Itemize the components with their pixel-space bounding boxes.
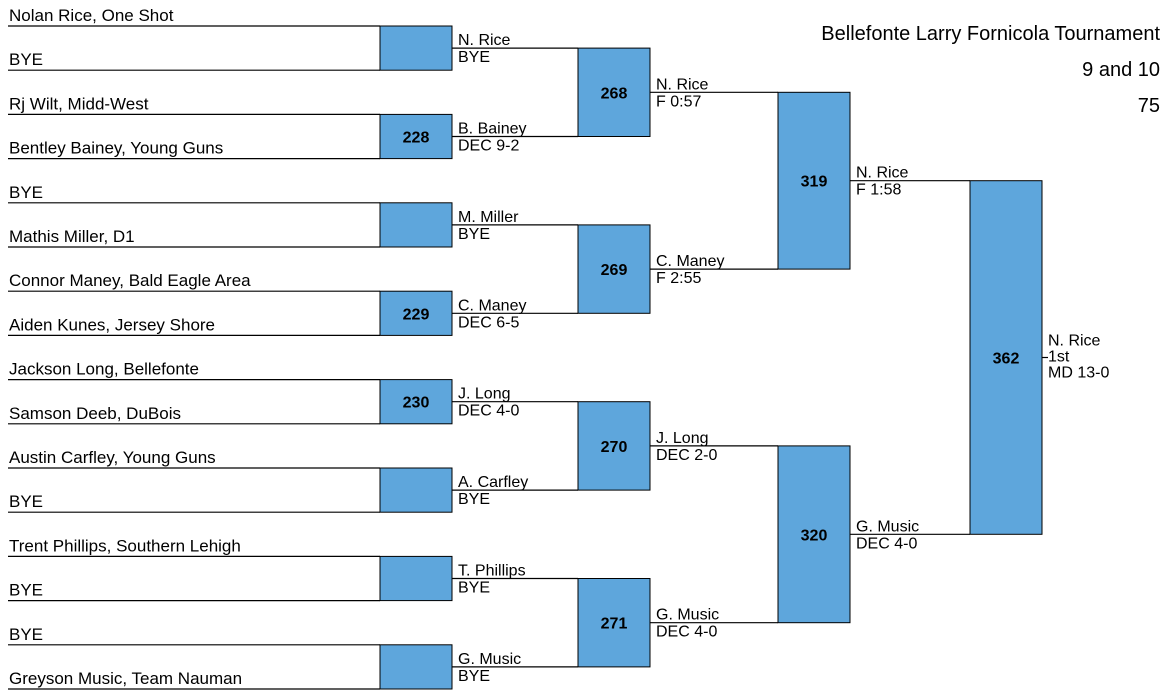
winner-name: T. Phillips bbox=[458, 563, 526, 580]
tournament-title: 75 bbox=[1138, 95, 1160, 117]
winner-name: A. Carfley bbox=[458, 474, 528, 491]
bout-result: DEC 4-0 bbox=[656, 624, 717, 641]
bout-box bbox=[969, 180, 1043, 535]
entrant-name: Trent Phillips, Southern Lehigh bbox=[9, 536, 241, 555]
bout-number: 362 bbox=[993, 351, 1020, 368]
bout-number: 271 bbox=[601, 616, 628, 633]
winner-name: G. Music bbox=[458, 651, 521, 668]
bout-result: DEC 2-0 bbox=[656, 447, 717, 464]
entrant-name: Austin Carfley, Young Guns bbox=[9, 448, 216, 467]
bout-box bbox=[379, 290, 453, 336]
tournament-title: Bellefonte Larry Fornicola Tournament bbox=[821, 23, 1160, 45]
bout-box bbox=[379, 467, 453, 513]
winner-name: N. Rice bbox=[856, 165, 909, 182]
winner-name: G. Music bbox=[656, 607, 719, 624]
bout-result: DEC 4-0 bbox=[856, 535, 917, 552]
bout-result: BYE bbox=[458, 491, 490, 508]
bout-number: 228 bbox=[403, 130, 430, 147]
tournament-title: 9 and 10 bbox=[1082, 59, 1160, 81]
winner-name: J. Long bbox=[458, 386, 510, 403]
bout-result: DEC 6-5 bbox=[458, 314, 519, 331]
bout-number: 270 bbox=[601, 439, 628, 456]
bout-result: BYE bbox=[458, 668, 490, 685]
entrant-name: BYE bbox=[9, 183, 43, 202]
bout-result: BYE bbox=[458, 226, 490, 243]
winner-name: B. Bainey bbox=[458, 121, 526, 138]
bout-box bbox=[379, 25, 453, 71]
winner-name: C. Maney bbox=[458, 297, 526, 314]
bout-number: 229 bbox=[403, 306, 430, 323]
place: 1st bbox=[1048, 349, 1070, 366]
bout-box bbox=[577, 47, 651, 137]
bout-box bbox=[379, 379, 453, 425]
winner-name: G. Music bbox=[856, 518, 919, 535]
winner-name: N. Rice bbox=[1048, 333, 1101, 350]
bout-box bbox=[577, 578, 651, 668]
bout-result: F 1:58 bbox=[856, 182, 901, 199]
bout-number: 268 bbox=[601, 85, 628, 102]
winner-name: C. Maney bbox=[656, 253, 724, 270]
bout-number: 230 bbox=[403, 395, 430, 412]
bout-box bbox=[379, 202, 453, 248]
entrant-name: BYE bbox=[9, 625, 43, 644]
winner-name: M. Miller bbox=[458, 209, 519, 226]
bout-box bbox=[379, 113, 453, 160]
entrant-name: Bentley Bainey, Young Guns bbox=[9, 139, 223, 158]
entrant-name: Rj Wilt, Midd-West bbox=[9, 94, 149, 113]
bout-box bbox=[379, 555, 453, 602]
bout-box bbox=[379, 644, 453, 690]
bout-result: F 2:55 bbox=[656, 270, 701, 287]
entrant-name: BYE bbox=[9, 492, 43, 511]
bout-result: BYE bbox=[458, 580, 490, 597]
bout-number: 320 bbox=[801, 527, 828, 544]
bout-number: 269 bbox=[601, 262, 628, 279]
bout-number: 319 bbox=[801, 174, 828, 191]
entrant-name: Samson Deeb, DuBois bbox=[9, 404, 181, 423]
bout-result: DEC 4-0 bbox=[458, 403, 519, 420]
bout-box bbox=[777, 445, 851, 624]
winner-name: N. Rice bbox=[458, 32, 511, 49]
bout-result: BYE bbox=[458, 49, 490, 66]
entrant-name: Mathis Miller, D1 bbox=[9, 227, 135, 246]
bout-result: F 0:57 bbox=[656, 93, 701, 110]
bout-box bbox=[577, 401, 651, 491]
entrant-name: Connor Maney, Bald Eagle Area bbox=[9, 271, 251, 290]
winner-name: J. Long bbox=[656, 430, 708, 447]
entrant-name: Jackson Long, Bellefonte bbox=[9, 360, 199, 379]
entrant-name: Nolan Rice, One Shot bbox=[9, 6, 174, 25]
entrant-name: BYE bbox=[9, 581, 43, 600]
entrant-name: Aiden Kunes, Jersey Shore bbox=[9, 315, 215, 334]
bout-box bbox=[777, 91, 851, 270]
entrant-name: BYE bbox=[9, 50, 43, 69]
bout-result: DEC 9-2 bbox=[458, 138, 519, 155]
bout-result: MD 13-0 bbox=[1048, 365, 1109, 382]
entrant-name: Greyson Music, Team Nauman bbox=[9, 669, 242, 688]
winner-name: N. Rice bbox=[656, 76, 709, 93]
